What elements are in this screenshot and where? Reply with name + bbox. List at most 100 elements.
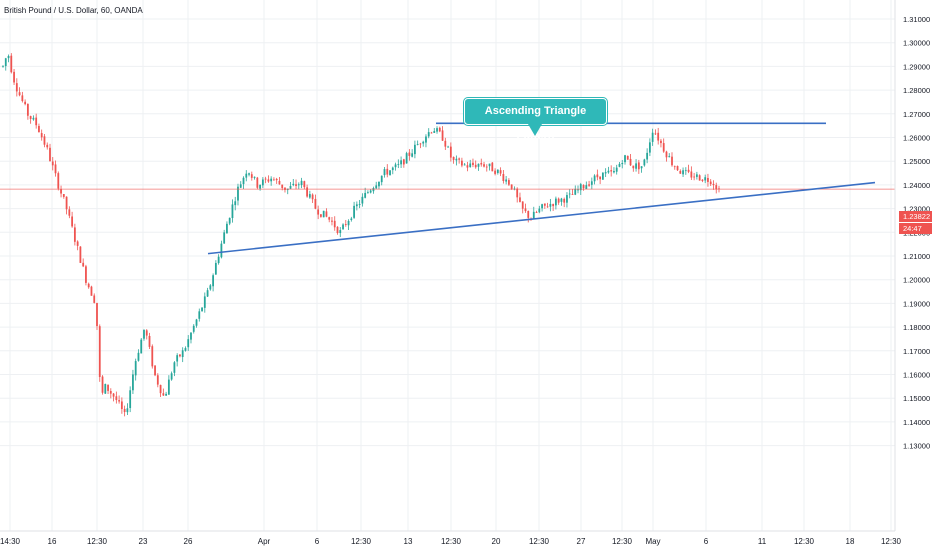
candle-body bbox=[154, 365, 156, 376]
candle-body bbox=[355, 204, 358, 207]
candle-body bbox=[143, 329, 145, 339]
candle-body bbox=[483, 164, 485, 167]
candle-body bbox=[234, 201, 237, 206]
candle-body bbox=[35, 117, 38, 126]
candle-body bbox=[129, 390, 132, 409]
candle-body bbox=[242, 177, 245, 185]
candle-body bbox=[54, 164, 57, 174]
candle-body bbox=[430, 132, 433, 134]
candle-body bbox=[198, 311, 201, 319]
price-tick-label: 1.24000 bbox=[903, 181, 930, 190]
candle-body bbox=[239, 184, 242, 188]
candle-body bbox=[491, 162, 494, 172]
candle-body bbox=[65, 196, 68, 210]
candle-body bbox=[480, 162, 483, 165]
time-tick-label: May bbox=[645, 537, 660, 546]
candle-body bbox=[281, 184, 284, 189]
candle-body bbox=[358, 204, 361, 205]
candle-body bbox=[715, 185, 718, 190]
candle-body bbox=[577, 189, 579, 191]
candle-body bbox=[665, 151, 668, 158]
candle-body bbox=[651, 132, 654, 142]
candle-body bbox=[201, 307, 203, 312]
candle-body bbox=[521, 201, 524, 209]
candle-body bbox=[502, 174, 505, 182]
price-tick-label: 1.15000 bbox=[903, 394, 930, 403]
candle-body bbox=[369, 190, 372, 193]
candle-body bbox=[698, 175, 701, 181]
candle-body bbox=[317, 209, 320, 215]
candle-body bbox=[466, 165, 469, 168]
candle-body bbox=[499, 170, 502, 174]
pattern-callout[interactable]: Ascending Triangle Pattern bbox=[464, 98, 607, 142]
candle-body bbox=[76, 241, 79, 246]
time-tick-label: Apr bbox=[258, 537, 271, 546]
candle-body bbox=[176, 355, 179, 362]
time-tick-label: 18 bbox=[846, 537, 855, 546]
candle-body bbox=[347, 220, 350, 226]
candle-body bbox=[380, 175, 383, 183]
candle-body bbox=[104, 384, 107, 394]
candle-body bbox=[646, 152, 649, 160]
candle-body bbox=[411, 153, 414, 157]
candle-body bbox=[378, 181, 380, 187]
candle-body bbox=[679, 170, 682, 174]
candle-body bbox=[588, 184, 590, 186]
price-tick-label: 1.25000 bbox=[903, 157, 930, 166]
time-tick-label: 13 bbox=[404, 537, 413, 546]
time-tick-label: 11 bbox=[758, 537, 767, 546]
time-tick-label: 12:30 bbox=[87, 537, 108, 546]
candle-body bbox=[101, 376, 104, 393]
candle-body bbox=[311, 194, 314, 200]
time-axis[interactable]: 14:30 16 12:30 23 26 Apr 6 12:30 13 12:30 20 12:30 2… bbox=[0, 537, 902, 546]
price-tick-label: 1.16000 bbox=[903, 371, 930, 380]
candle-body bbox=[115, 396, 118, 401]
candle-body bbox=[579, 184, 582, 191]
candle-body bbox=[107, 384, 109, 391]
candle-body bbox=[214, 262, 217, 275]
last-price-badge: 1.23822 bbox=[899, 211, 932, 222]
candle-body bbox=[494, 170, 496, 174]
candle-body bbox=[46, 144, 49, 148]
candle-body bbox=[297, 184, 300, 186]
candle-body bbox=[618, 163, 621, 167]
candle-body bbox=[217, 256, 220, 264]
candle-body bbox=[336, 226, 339, 234]
candle-body bbox=[552, 204, 555, 207]
candle-body bbox=[10, 55, 13, 73]
time-tick-label: 26 bbox=[184, 537, 193, 546]
candle-body bbox=[253, 176, 256, 178]
candle-body bbox=[278, 180, 281, 185]
candle-body bbox=[342, 224, 344, 230]
candle-body bbox=[156, 375, 159, 385]
candle-body bbox=[322, 210, 325, 218]
candle-body bbox=[599, 176, 602, 180]
support-trendline[interactable] bbox=[207, 181, 876, 255]
candle-body bbox=[671, 156, 673, 166]
candle-body bbox=[237, 186, 239, 201]
candle-body bbox=[568, 193, 571, 195]
candle-body bbox=[610, 170, 613, 172]
candle-body bbox=[4, 58, 7, 67]
candle-body bbox=[397, 164, 400, 165]
candle-body bbox=[126, 408, 129, 413]
candle-body bbox=[458, 158, 461, 160]
time-tick-label: 6 bbox=[704, 537, 709, 546]
candle-body bbox=[223, 232, 226, 244]
price-tick-label: 1.17000 bbox=[903, 347, 930, 356]
candle-body bbox=[15, 83, 18, 92]
candle-body bbox=[344, 224, 347, 226]
candle-body bbox=[264, 178, 267, 180]
candle-body bbox=[151, 346, 154, 367]
candle-body bbox=[524, 208, 527, 212]
candle-body bbox=[582, 185, 585, 189]
candle-body bbox=[179, 354, 181, 357]
candle-body bbox=[601, 172, 604, 180]
candle-body bbox=[391, 167, 394, 171]
candle-body bbox=[546, 206, 549, 208]
time-tick-label: 12:30 bbox=[529, 537, 550, 546]
candle-body bbox=[704, 177, 707, 181]
candle-body bbox=[159, 384, 162, 394]
candle-body bbox=[40, 133, 43, 138]
